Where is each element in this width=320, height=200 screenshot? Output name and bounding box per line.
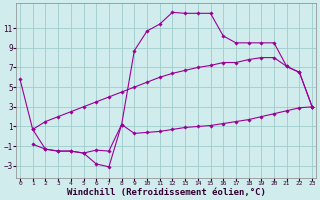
X-axis label: Windchill (Refroidissement éolien,°C): Windchill (Refroidissement éolien,°C) xyxy=(67,188,266,197)
